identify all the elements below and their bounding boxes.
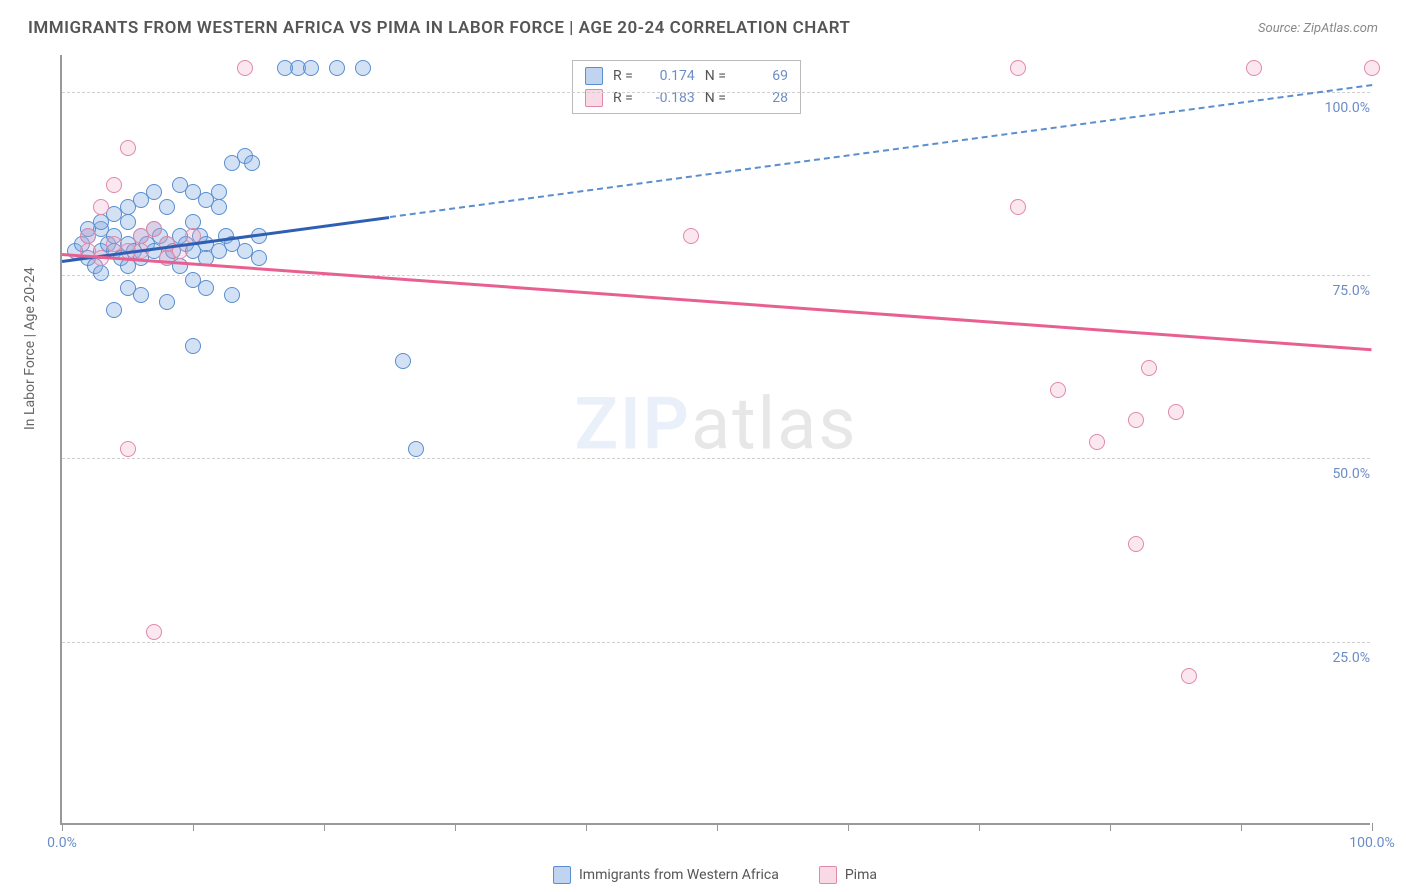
scatter-chart: ZIPatlas R = 0.174 N = 69 R = -0.183 N =… [60,55,1370,825]
scatter-point [251,250,267,266]
gridline [62,458,1370,459]
scatter-point [1089,434,1105,450]
watermark-atlas: atlas [691,381,858,466]
scatter-point [244,155,260,171]
scatter-point [1050,382,1066,398]
scatter-point [211,184,227,200]
scatter-point [120,140,136,156]
legend-swatch-blue [585,67,603,85]
watermark: ZIPatlas [574,381,857,466]
scatter-point [329,60,345,76]
source-attribution: Source: ZipAtlas.com [1258,21,1378,36]
scatter-point [1010,60,1026,76]
scatter-point [120,280,136,296]
y-tick-label: 50.0% [1330,466,1372,482]
watermark-zip: ZIP [574,381,690,466]
scatter-point [395,353,411,369]
x-tick [193,823,194,831]
series-legend-item-1: Immigrants from Western Africa [553,866,779,884]
scatter-point [224,287,240,303]
legend-r-value: 0.174 [643,68,695,84]
scatter-point [185,214,201,230]
series-swatch-blue [553,866,571,884]
legend-n-label: N = [705,68,726,84]
scatter-point [1141,360,1157,376]
scatter-point [159,199,175,215]
scatter-point [185,338,201,354]
legend-r-label: R = [613,68,633,84]
scatter-point [1364,60,1380,76]
x-tick [848,823,849,831]
x-tick-label: 0.0% [47,835,77,851]
scatter-point [198,280,214,296]
scatter-point [80,228,96,244]
y-axis-title: In Labor Force | Age 20-24 [22,267,38,430]
chart-title: IMMIGRANTS FROM WESTERN AFRICA VS PIMA I… [28,18,850,38]
scatter-point [277,60,293,76]
scatter-point [237,60,253,76]
scatter-point [303,60,319,76]
gridline [62,642,1370,643]
x-tick [979,823,980,831]
scatter-point [408,441,424,457]
legend-row-pink: R = -0.183 N = 28 [585,87,788,109]
x-tick [1110,823,1111,831]
scatter-point [1128,412,1144,428]
scatter-point [106,302,122,318]
gridline [62,275,1370,276]
chart-header: IMMIGRANTS FROM WESTERN AFRICA VS PIMA I… [28,18,1378,38]
scatter-point [93,265,109,281]
scatter-point [146,184,162,200]
scatter-point [159,250,175,266]
x-tick [62,823,63,831]
correlation-legend: R = 0.174 N = 69 R = -0.183 N = 28 [572,60,801,114]
scatter-point [120,199,136,215]
y-tick-label: 100.0% [1323,100,1372,116]
y-tick-label: 75.0% [1330,283,1372,299]
series-swatch-pink [819,866,837,884]
series-name-1: Immigrants from Western Africa [579,867,779,883]
x-tick [1372,823,1373,831]
scatter-point [683,228,699,244]
scatter-point [1168,404,1184,420]
scatter-point [106,177,122,193]
series-legend: Immigrants from Western Africa Pima [60,866,1370,884]
legend-row-blue: R = 0.174 N = 69 [585,65,788,87]
scatter-point [120,441,136,457]
series-name-2: Pima [845,867,877,883]
scatter-point [146,221,162,237]
scatter-point [1128,536,1144,552]
gridline [62,92,1370,93]
x-tick [324,823,325,831]
scatter-point [159,294,175,310]
scatter-point [1181,668,1197,684]
scatter-point [1010,199,1026,215]
scatter-point [355,60,371,76]
x-tick [1241,823,1242,831]
scatter-point [146,624,162,640]
trend-line [389,84,1372,218]
x-tick [586,823,587,831]
x-tick [455,823,456,831]
trend-line [62,253,1372,351]
x-tick [717,823,718,831]
x-tick-label: 100.0% [1349,835,1394,851]
scatter-point [1246,60,1262,76]
legend-n-value: 69 [736,68,788,84]
y-tick-label: 25.0% [1330,650,1372,666]
scatter-point [93,199,109,215]
series-legend-item-2: Pima [819,866,877,884]
